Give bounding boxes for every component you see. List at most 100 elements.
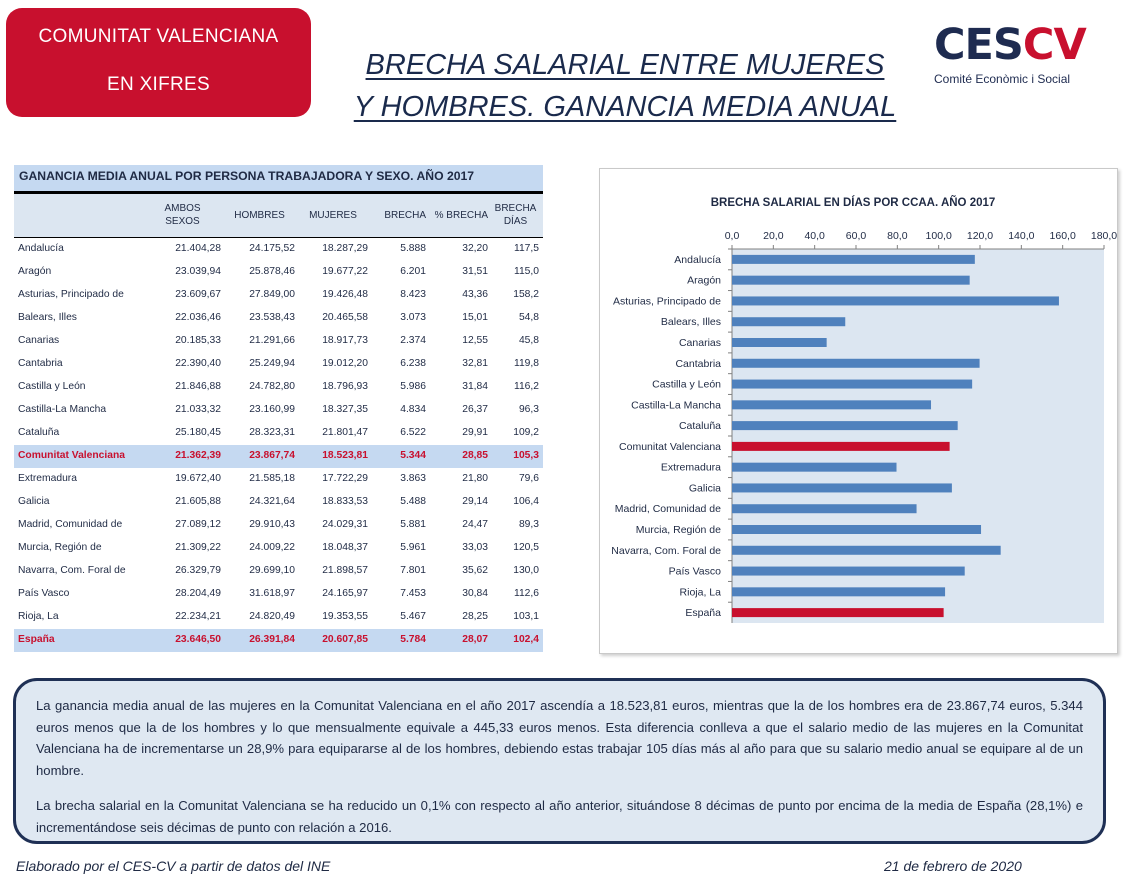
bar — [732, 358, 980, 368]
cell-ambos-sexos: 21.846,88 — [175, 381, 221, 392]
table-row: País Vasco 28.204,49 31.618,97 24.165,97 7.4… — [14, 583, 543, 606]
earnings-table: GANANCIA MEDIA ANUAL POR PERSONA TRABAJA… — [14, 165, 543, 652]
table-header: AMBOS SEXOS HOMBRES MUJERES BRECHA % BREC… — [14, 194, 543, 238]
cell-hombres: 24.820,49 — [249, 611, 295, 622]
category-label: España — [685, 607, 721, 619]
cell-hombres: 26.391,84 — [249, 634, 295, 645]
table-row: Cantabria 22.390,40 25.249,94 19.012,20 6.23… — [14, 353, 543, 376]
cell-region: Madrid, Comunidad de — [18, 519, 123, 530]
cell-mujeres: 24.165,97 — [322, 588, 368, 599]
table-row: Madrid, Comunidad de 27.089,12 29.910,43 24… — [14, 514, 543, 537]
chart-title: BRECHA SALARIAL EN DÍAS POR CCAA. AÑO 20… — [711, 196, 996, 209]
cell-pct-brecha: 32,20 — [462, 243, 488, 254]
summary-paragraph-2: La brecha salarial en la Comunitat Valen… — [36, 798, 1083, 835]
bar — [732, 504, 917, 514]
cell-region: Murcia, Región de — [18, 542, 102, 553]
cell-brecha: 7.801 — [400, 565, 426, 576]
cell-brecha: 6.522 — [400, 427, 426, 438]
cell-hombres: 24.782,80 — [249, 381, 295, 392]
ces-cv-logo: CESCV Comité Econòmic i Social — [934, 20, 1104, 92]
x-tick-label: 80,0 — [887, 230, 908, 242]
cell-brecha: 5.344 — [400, 450, 426, 461]
cell-pct-brecha: 33,03 — [462, 542, 488, 553]
cell-brecha-dias: 54,8 — [518, 312, 539, 323]
category-label: Comunitat Valenciana — [619, 441, 721, 453]
cell-hombres: 28.323,31 — [249, 427, 295, 438]
cell-brecha: 6.238 — [400, 358, 426, 369]
category-label: Cataluña — [679, 420, 721, 432]
cell-hombres: 23.867,74 — [249, 450, 295, 461]
category-label: País Vasco — [669, 566, 721, 578]
cell-hombres: 21.585,18 — [249, 473, 295, 484]
cell-hombres: 29.699,10 — [249, 565, 295, 576]
cell-pct-brecha: 24,47 — [462, 519, 488, 530]
page-title-line-1: BRECHA SALARIAL ENTRE MUJERES — [365, 49, 885, 81]
cell-mujeres: 19.353,55 — [322, 611, 368, 622]
cell-region: Castilla-La Mancha — [18, 404, 107, 415]
cell-brecha-dias: 102,4 — [513, 634, 539, 645]
cell-region: Canarias — [18, 335, 60, 346]
bar — [732, 254, 975, 264]
summary-paragraph-1: La ganancia media anual de las mujeres e… — [36, 698, 1083, 778]
chart-svg: BRECHA SALARIAL EN DÍAS POR CCAA. AÑO 20… — [611, 196, 1117, 623]
cell-mujeres: 18.523,81 — [322, 450, 368, 461]
badge-line-2: EN XIFRES — [107, 74, 210, 95]
cell-ambos-sexos: 23.039,94 — [175, 266, 221, 277]
table-row: Cataluña 25.180,45 28.323,31 21.801,47 6.522… — [14, 422, 543, 445]
bar — [732, 441, 950, 451]
category-label: Extremadura — [661, 462, 721, 474]
cell-pct-brecha: 12,55 — [462, 335, 488, 346]
cell-ambos-sexos: 21.033,32 — [175, 404, 221, 415]
cell-brecha: 7.453 — [400, 588, 426, 599]
cell-hombres: 25.249,94 — [249, 358, 295, 369]
bar — [732, 608, 944, 618]
cell-brecha: 3.073 — [400, 312, 426, 323]
cell-pct-brecha: 28,25 — [462, 611, 488, 622]
cell-region: Navarra, Com. Foral de — [18, 565, 126, 576]
table-row: Galicia 21.605,88 24.321,64 18.833,53 5.488 2… — [14, 491, 543, 514]
cell-mujeres: 18.327,35 — [322, 404, 368, 415]
logo-subtitle: Comité Econòmic i Social — [934, 72, 1071, 86]
cell-hombres: 29.910,43 — [249, 519, 295, 530]
x-tick-label: 40,0 — [804, 230, 825, 242]
cell-brecha-dias: 106,4 — [513, 496, 539, 507]
cell-hombres: 23.160,99 — [249, 404, 295, 415]
cell-brecha: 6.201 — [400, 266, 426, 277]
cell-ambos-sexos: 25.180,45 — [175, 427, 221, 438]
badge-line-1: COMUNITAT VALENCIANA — [38, 26, 279, 47]
cell-mujeres: 18.287,29 — [322, 243, 368, 254]
table-row: Castilla y León 21.846,88 24.782,80 18.796,… — [14, 376, 543, 399]
x-tick-label: 0,0 — [725, 230, 740, 242]
cell-brecha-dias: 45,8 — [518, 335, 539, 346]
cell-hombres: 23.538,43 — [249, 312, 295, 323]
cell-brecha-dias: 120,5 — [513, 542, 539, 553]
cell-brecha: 8.423 — [400, 289, 426, 300]
x-tick-label: 180,0 — [1091, 230, 1117, 242]
table-row: Extremadura 19.672,40 21.585,18 17.722,29 3.… — [14, 468, 543, 491]
cell-region: Comunitat Valenciana — [18, 450, 126, 461]
cell-pct-brecha: 29,14 — [462, 496, 488, 507]
cell-hombres: 27.849,00 — [249, 289, 295, 300]
bar — [732, 566, 965, 576]
table-divider — [14, 191, 543, 194]
cell-mujeres: 17.722,29 — [322, 473, 368, 484]
table-row: Aragón 23.039,94 25.878,46 19.677,22 6.201 31… — [14, 261, 543, 284]
cell-brecha-dias: 103,1 — [513, 611, 539, 622]
header-hombres: HOMBRES — [234, 210, 285, 221]
cell-mujeres: 24.029,31 — [322, 519, 368, 530]
cell-hombres: 24.009,22 — [249, 542, 295, 553]
category-label: Asturias, Principado de — [613, 295, 721, 307]
bar — [732, 379, 973, 389]
table-title: GANANCIA MEDIA ANUAL POR PERSONA TRABAJA… — [14, 165, 543, 191]
cell-ambos-sexos: 20.185,33 — [175, 335, 221, 346]
table-row: Comunitat Valenciana 21.362,39 23.867,74 18… — [14, 445, 543, 468]
cell-ambos-sexos: 19.672,40 — [175, 473, 221, 484]
cell-mujeres: 20.465,58 — [322, 312, 368, 323]
cell-brecha-dias: 96,3 — [518, 404, 539, 415]
section-badge: COMUNITAT VALENCIANA EN XIFRES — [6, 8, 311, 117]
header-brecha: BRECHA — [384, 210, 426, 221]
cell-region: Extremadura — [18, 473, 77, 484]
cell-brecha: 5.784 — [400, 634, 426, 645]
cell-pct-brecha: 31,84 — [462, 381, 488, 392]
cell-mujeres: 18.796,93 — [322, 381, 368, 392]
